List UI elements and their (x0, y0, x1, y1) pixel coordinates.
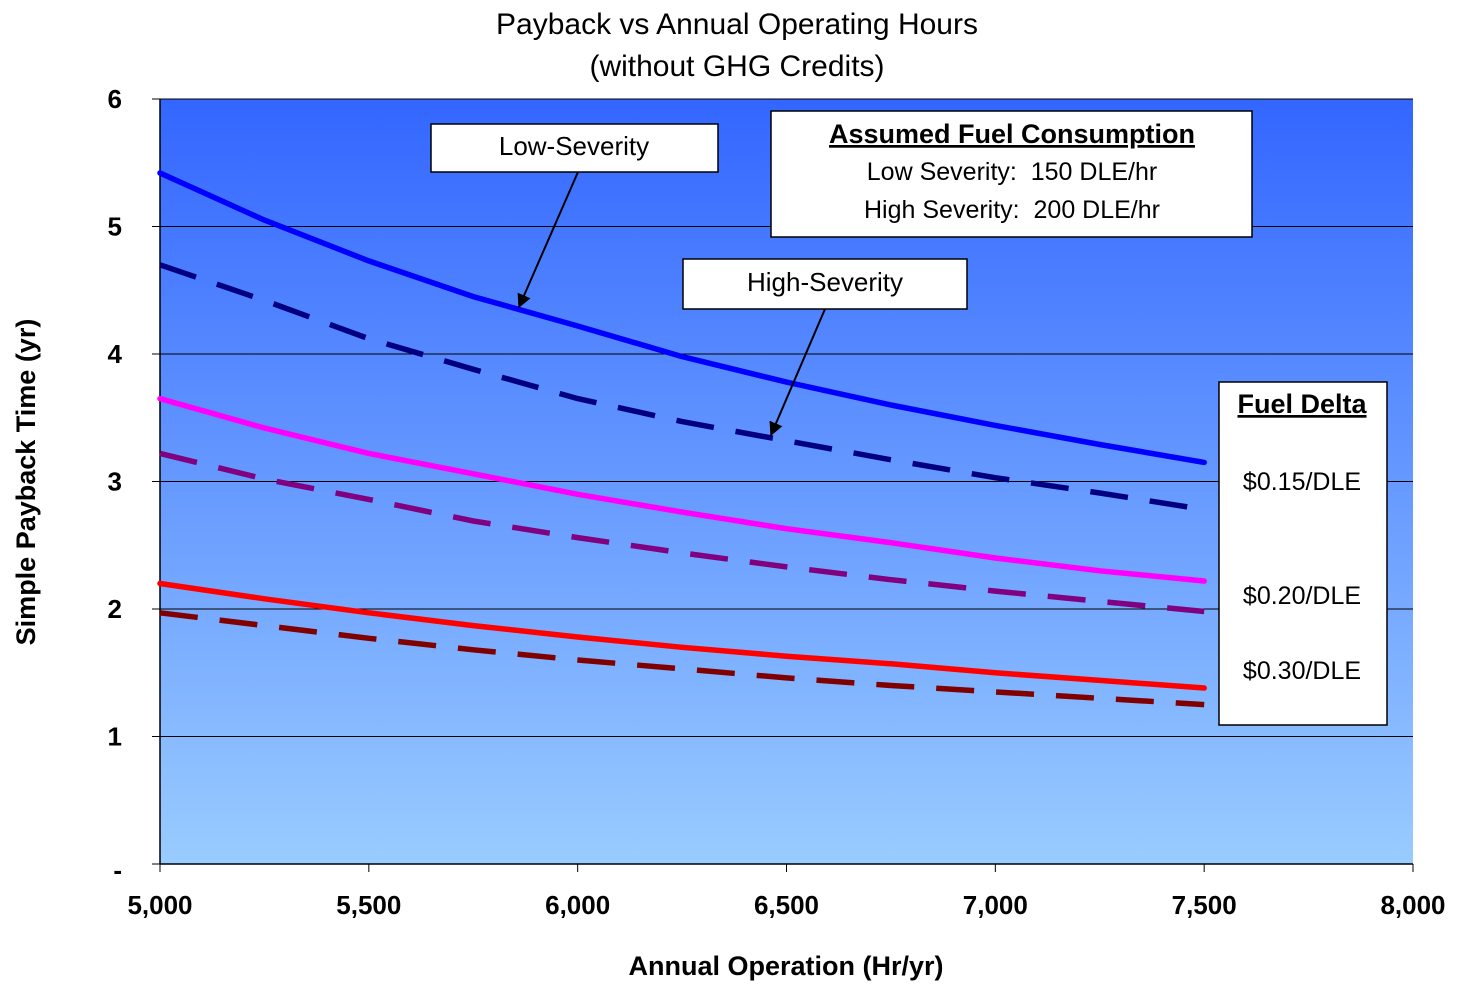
fuel-consumption-low: Low Severity: 150 DLE/hr (867, 158, 1157, 186)
fuel-consumption-box: Assumed Fuel Consumption Low Severity: 1… (770, 110, 1253, 238)
y-tick-label: 3 (108, 467, 122, 497)
x-tick-label: 6,000 (545, 890, 610, 920)
high-severity-callout: High-Severity (682, 258, 968, 437)
x-tick-label: 6,500 (754, 890, 819, 920)
x-tick-label: 7,000 (963, 890, 1028, 920)
chart-title: Payback vs Annual Operating Hours (496, 8, 978, 41)
tick-labels: - 1 2 3 4 5 6 5,000 5,500 6,000 6,500 7,000 7,500 8,0… (108, 84, 1446, 920)
series-line-4 (157, 580, 1207, 691)
low-severity-arrow (517, 171, 579, 309)
grid-lines (160, 98, 1413, 737)
chart-subtitle: (without GHG Credits) (589, 50, 884, 83)
x-tick-label: 5,500 (336, 890, 401, 920)
fuel-delta-label-020: $0.20/DLE (1243, 582, 1361, 610)
fuel-delta-heading: Fuel Delta (1237, 389, 1367, 419)
y-tick-label: 1 (108, 722, 122, 752)
series-line-5 (159, 610, 1205, 708)
high-severity-label: High-Severity (747, 267, 903, 297)
fuel-delta-box: Fuel Delta $0.15/DLE $0.20/DLE $0.30/DLE (1218, 381, 1388, 726)
x-tick-label: 5,000 (127, 890, 192, 920)
y-tick-label: 5 (108, 212, 122, 242)
series-line-2 (157, 395, 1207, 584)
fuel-delta-label-015: $0.15/DLE (1243, 468, 1361, 496)
axes (152, 98, 1414, 872)
low-severity-label: Low-Severity (499, 131, 649, 161)
y-tick-label: 6 (108, 84, 122, 114)
low-severity-callout: Low-Severity (430, 123, 719, 309)
x-tick-label: 7,500 (1172, 890, 1237, 920)
series-lines (157, 170, 1207, 708)
fuel-delta-label-030: $0.30/DLE (1243, 657, 1361, 685)
high-severity-arrow (769, 308, 826, 437)
y-tick-label: 4 (108, 339, 123, 369)
fuel-consumption-heading: Assumed Fuel Consumption (829, 119, 1195, 149)
y-tick-label: - (113, 855, 122, 885)
x-tick-label: 8,000 (1380, 890, 1445, 920)
series-line-1 (159, 262, 1205, 513)
x-axis-label: Annual Operation (Hr/yr) (628, 951, 943, 981)
y-axis-label: Simple Payback Time (yr) (11, 319, 41, 646)
series-line-0 (157, 170, 1207, 466)
fuel-consumption-high: High Severity: 200 DLE/hr (864, 196, 1160, 224)
y-tick-label: 2 (108, 594, 122, 624)
